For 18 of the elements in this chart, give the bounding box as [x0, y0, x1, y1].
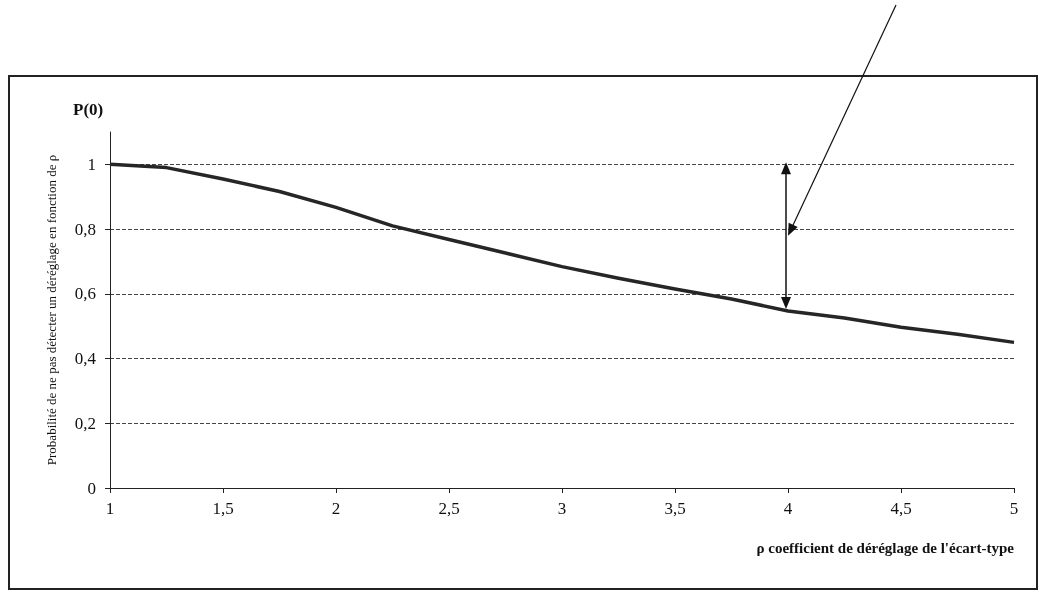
- x-tick-label: 5: [1009, 499, 1019, 518]
- x-tick-label: 4: [783, 499, 793, 518]
- text: P(0): [73, 100, 104, 119]
- x-tick-label: 4,5: [890, 499, 912, 518]
- x-tick-label: 3: [557, 499, 567, 518]
- x-tick-label: 2,5: [438, 499, 460, 518]
- x-axis-title: ρ coefficient de déréglage de l'écart-type: [756, 539, 1015, 556]
- y-tick-label: 1: [87, 154, 96, 174]
- y-axis-title: Probabilité de ne pas détecter un déréglage en fonction de ρ: [44, 154, 59, 466]
- x-tick-label: 3,5: [664, 499, 686, 518]
- x-tick-label: 1: [105, 499, 115, 518]
- x-tick-label: 2: [331, 499, 341, 518]
- y-tick-label: 0,2: [74, 413, 96, 433]
- y-tick-label: 0,8: [74, 219, 96, 239]
- x-tick-label: 1,5: [212, 499, 234, 518]
- y-tick-label: 0,4: [74, 349, 97, 369]
- y-tick-label: 0,6: [74, 284, 96, 304]
- y-tick-label: 0: [87, 478, 96, 498]
